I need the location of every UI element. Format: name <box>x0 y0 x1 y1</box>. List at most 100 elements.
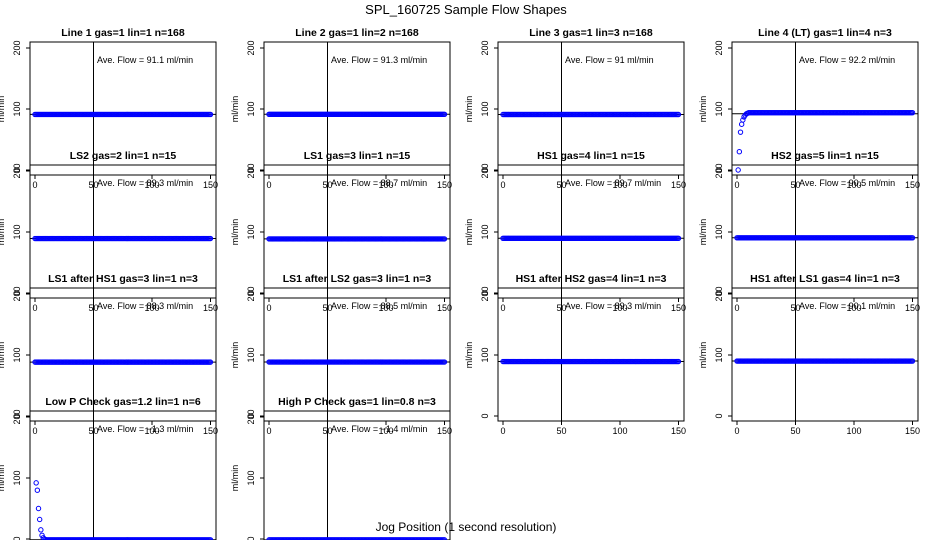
y-tick-label: 0 <box>12 413 22 418</box>
y-tick-label: 100 <box>714 224 724 239</box>
x-tick-label: 0 <box>266 303 271 313</box>
data-point <box>675 235 682 241</box>
y-tick-label: 200 <box>12 40 22 55</box>
y-tick-label: 200 <box>12 163 22 178</box>
x-tick-label: 0 <box>500 426 505 436</box>
ave-flow-annotation: Ave. Flow = 89.7 ml/min <box>565 178 661 188</box>
data-point <box>38 527 44 533</box>
x-tick-label: 150 <box>671 180 686 190</box>
x-tick-label: 150 <box>671 426 686 436</box>
y-tick-label: 100 <box>714 347 724 362</box>
panel-title: Line 2 gas=1 lin=2 n=168 <box>295 27 419 39</box>
x-tick-label: 0 <box>266 426 271 436</box>
data-points <box>735 109 916 173</box>
data-point <box>675 111 682 118</box>
y-tick-label: 200 <box>714 40 724 55</box>
data-points <box>734 358 916 364</box>
y-tick-label: 0 <box>246 167 256 172</box>
data-points <box>33 480 214 540</box>
data-points <box>266 111 448 118</box>
y-tick-label: 100 <box>12 224 22 239</box>
x-tick-label: 0 <box>32 303 37 313</box>
figure-xlabel: Jog Position (1 second resolution) <box>376 520 557 534</box>
panel-title: High P Check gas=1 lin=0.8 n=3 <box>278 396 436 408</box>
data-point <box>909 358 916 364</box>
data-point <box>740 117 746 123</box>
data-point <box>737 129 744 135</box>
panel-14: High P Check gas=1 lin=0.8 n=3 ml/min 0 100… <box>230 396 451 540</box>
x-tick-label: 0 <box>32 180 37 190</box>
y-axis-label: ml/min <box>230 96 240 123</box>
x-tick-label: 150 <box>905 303 920 313</box>
data-points <box>500 358 682 365</box>
x-tick-label: 0 <box>500 303 505 313</box>
x-tick-label: 100 <box>846 303 861 313</box>
panel-13: Low P Check gas=1.2 lin=1 n=6 ml/min 0 100 2… <box>0 396 217 540</box>
figure-title: SPL_160725 Sample Flow Shapes <box>365 2 567 17</box>
y-tick-label: 200 <box>246 409 256 424</box>
x-tick-label: 150 <box>203 426 218 436</box>
panel-title: LS1 after LS2 gas=3 lin=1 n=3 <box>283 273 432 285</box>
data-point <box>207 359 214 365</box>
data-points <box>32 235 214 242</box>
ave-flow-annotation: Ave. Flow = 88.7 ml/min <box>331 178 427 188</box>
x-tick-label: 0 <box>500 180 505 190</box>
x-tick-label: 150 <box>671 303 686 313</box>
y-tick-label: 200 <box>480 40 490 55</box>
data-point <box>441 111 448 118</box>
panel-title: Line 1 gas=1 lin=1 n=168 <box>61 27 185 39</box>
ave-flow-annotation: Ave. Flow = 91.1 ml/min <box>97 55 193 65</box>
ave-flow-annotation: Ave. Flow = 92.2 ml/min <box>799 55 895 65</box>
data-points <box>500 235 682 241</box>
y-tick-label: 0 <box>714 413 724 418</box>
panel-11: HS1 after HS2 gas=4 lin=1 n=3 ml/min 0 100 2… <box>464 273 686 436</box>
y-axis-label: ml/min <box>0 219 6 246</box>
data-points <box>734 235 916 241</box>
y-axis-label: ml/min <box>464 96 474 123</box>
y-tick-label: 100 <box>480 224 490 239</box>
panel-title: HS1 after LS1 gas=4 lin=1 n=3 <box>750 273 900 285</box>
x-tick-label: 150 <box>905 180 920 190</box>
y-axis-label: ml/min <box>0 342 6 369</box>
data-points <box>32 359 214 365</box>
y-axis-label: ml/min <box>464 219 474 246</box>
y-tick-label: 100 <box>246 470 256 485</box>
y-tick-label: 0 <box>480 413 490 418</box>
y-tick-label: 100 <box>246 101 256 116</box>
ave-flow-annotation: Ave. Flow = 90.1 ml/min <box>799 301 895 311</box>
panel-title: LS1 after HS1 gas=3 lin=1 n=3 <box>48 273 198 285</box>
x-tick-label: 150 <box>203 303 218 313</box>
data-points <box>266 236 448 242</box>
data-point <box>34 487 41 493</box>
y-tick-label: 100 <box>12 470 22 485</box>
x-tick-label: 0 <box>734 303 739 313</box>
y-tick-label: 100 <box>12 101 22 116</box>
y-tick-label: 100 <box>12 347 22 362</box>
data-point <box>441 359 448 365</box>
data-point <box>736 149 743 155</box>
panel-10: LS1 after LS2 gas=3 lin=1 n=3 ml/min 0 100 2… <box>230 273 452 436</box>
x-tick-label: 50 <box>556 426 566 436</box>
panel-title: LS1 gas=3 lin=1 n=15 <box>304 150 411 162</box>
data-point <box>207 235 214 242</box>
x-tick-label: 100 <box>846 180 861 190</box>
y-tick-label: 0 <box>714 290 724 295</box>
x-tick-label: 0 <box>734 426 739 436</box>
y-tick-label: 0 <box>12 290 22 295</box>
y-tick-label: 0 <box>246 413 256 418</box>
x-tick-label: 150 <box>437 180 452 190</box>
x-tick-label: 100 <box>846 426 861 436</box>
y-tick-label: 200 <box>480 163 490 178</box>
panel-title: HS1 after HS2 gas=4 lin=1 n=3 <box>516 273 667 285</box>
x-tick-label: 100 <box>612 303 627 313</box>
data-point <box>738 121 745 127</box>
ave-flow-annotation: Ave. Flow = 88.3 ml/min <box>97 301 193 311</box>
y-axis-label: ml/min <box>698 219 708 246</box>
y-axis-label: ml/min <box>698 96 708 123</box>
panel-title: Line 4 (LT) gas=1 lin=4 n=3 <box>758 27 892 39</box>
x-tick-label: 100 <box>378 303 393 313</box>
y-tick-label: 0 <box>480 167 490 172</box>
